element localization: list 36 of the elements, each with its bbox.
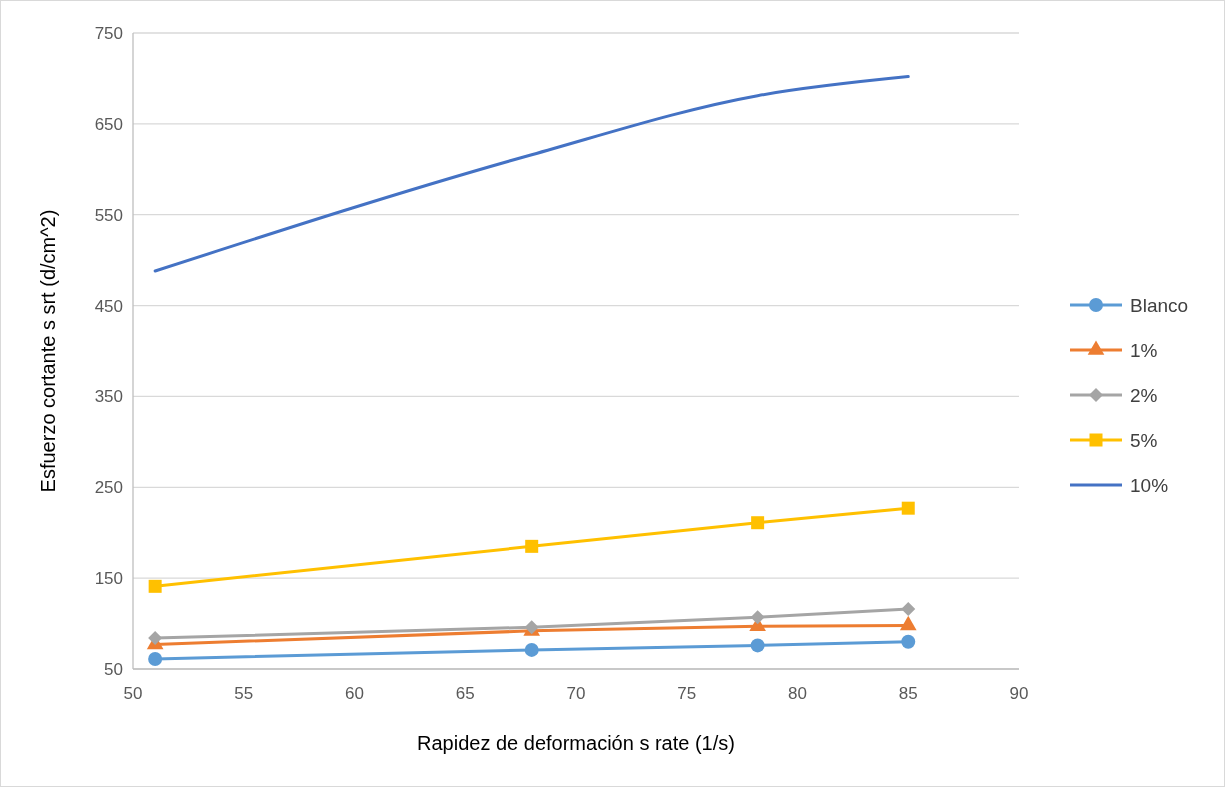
legend-label: 1% [1130, 339, 1158, 361]
point [148, 579, 162, 593]
x-tick-label: 75 [677, 684, 697, 703]
y-tick-label: 150 [94, 569, 123, 589]
line-series [153, 75, 910, 273]
x-tick-label: 65 [455, 684, 475, 703]
x-axis-title: Rapidez de deformación s rate (1/s) [417, 732, 735, 754]
x-tick-label: 55 [234, 684, 254, 703]
y-tick-label: 750 [94, 23, 123, 43]
x-tick-label: 85 [898, 684, 918, 703]
point [750, 610, 765, 625]
point [524, 642, 539, 657]
y-axis-title: Esfuerzo cortante s srt (d/cm^2) [37, 209, 59, 493]
legend-label: 2% [1130, 384, 1158, 406]
y-tick-label: 550 [94, 205, 123, 225]
x-tick-label: 60 [345, 684, 364, 703]
legend-label: 5% [1130, 429, 1158, 451]
point [901, 501, 915, 515]
y-tick-label: 50 [104, 659, 123, 679]
point [901, 602, 916, 617]
y-tick-label: 250 [94, 478, 123, 498]
y-tick-label: 650 [94, 114, 123, 134]
legend-label: 10% [1130, 474, 1169, 496]
x-tick-label: 80 [788, 684, 807, 703]
point [148, 631, 163, 646]
point [750, 638, 765, 653]
x-tick-label: 90 [1009, 684, 1029, 703]
point [525, 539, 539, 553]
y-tick-label: 450 [94, 296, 123, 316]
x-tick-label: 50 [123, 684, 143, 703]
point [901, 634, 916, 649]
y-tick-label: 350 [94, 387, 123, 407]
point [751, 516, 765, 530]
legend-label: Blanco [1130, 294, 1189, 316]
point [148, 652, 163, 667]
x-tick-label: 70 [566, 684, 586, 703]
